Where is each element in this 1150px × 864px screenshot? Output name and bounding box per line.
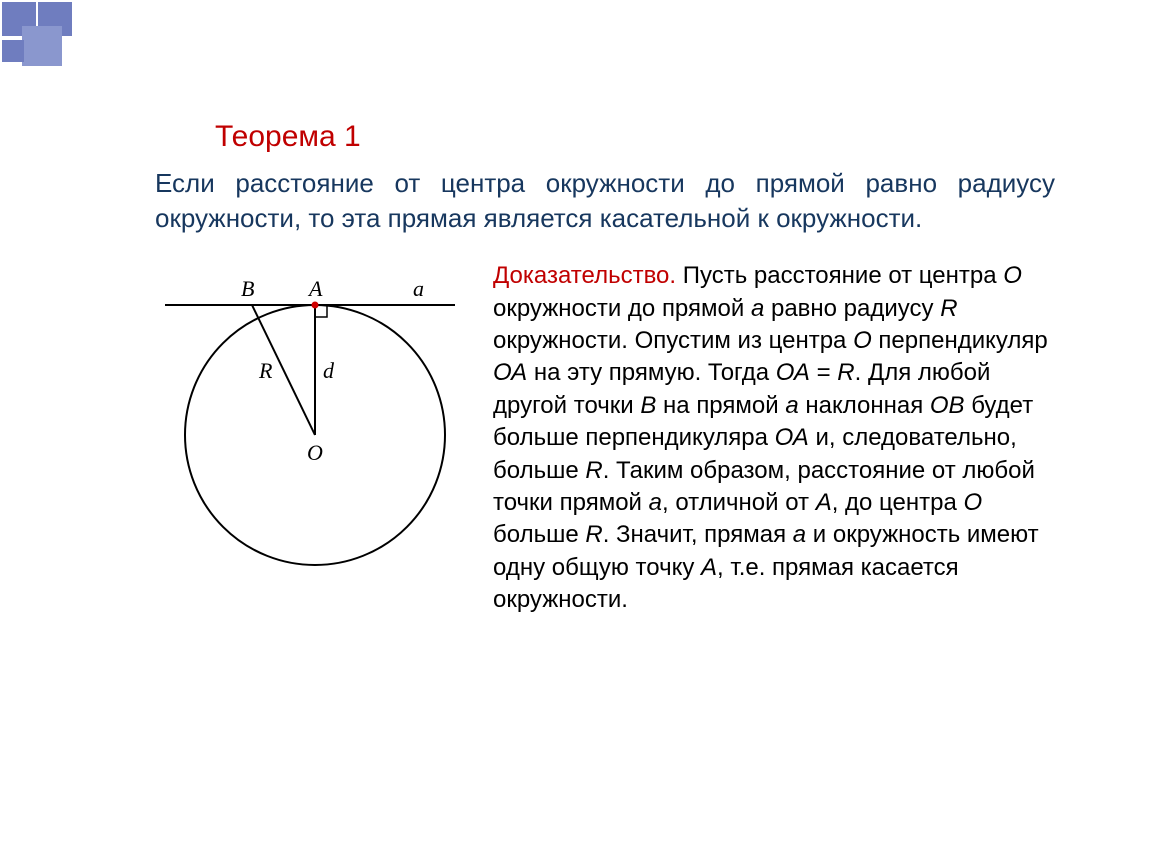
proof-t: окружности. Опустим из центра xyxy=(493,327,853,354)
slide-content: Теорема 1 Если расстояние от центра окру… xyxy=(155,120,1055,616)
proof-label: Доказательство. xyxy=(493,262,676,289)
proof-sym: R xyxy=(940,295,957,322)
theorem-statement: Если расстояние от центра окружности до … xyxy=(155,166,1055,236)
svg-text:B: B xyxy=(241,276,254,301)
proof-t: , отличной от xyxy=(662,489,816,516)
proof-sym: ОВ xyxy=(930,392,965,419)
theorem-title: Теорема 1 xyxy=(215,120,1055,154)
body-row: B Aa Rd O Доказательство. Пусть расстояние … xyxy=(155,260,1055,616)
proof-sym: О xyxy=(1003,262,1022,289)
proof-sym: А xyxy=(816,489,832,516)
proof-t: окружности до прямой xyxy=(493,295,751,322)
proof-t: больше xyxy=(493,521,585,548)
svg-text:a: a xyxy=(413,276,424,301)
svg-text:d: d xyxy=(323,358,335,383)
proof-sym: О xyxy=(853,327,872,354)
proof-sym: А xyxy=(701,554,717,581)
proof-sym: R xyxy=(585,457,602,484)
proof-t: на прямой xyxy=(656,392,785,419)
svg-text:O: O xyxy=(307,440,323,465)
diagram-column: B Aa Rd O xyxy=(155,260,465,616)
deco-square xyxy=(2,40,24,62)
proof-column: Доказательство. Пусть расстояние от цент… xyxy=(493,260,1055,616)
deco-square xyxy=(22,26,62,66)
proof-sym: ОА xyxy=(776,359,810,386)
proof-t: . Значит, прямая xyxy=(603,521,793,548)
proof-t: перпендикуляр xyxy=(872,327,1048,354)
proof-sym: R xyxy=(585,521,602,548)
proof-sym: а xyxy=(751,295,764,322)
proof-t: равно радиусу xyxy=(764,295,940,322)
tangent-circle-diagram: B Aa Rd O xyxy=(155,260,455,590)
proof-sym: а xyxy=(793,521,806,548)
proof-t: Пусть расстояние от центра xyxy=(676,262,1003,289)
proof-sym: а xyxy=(649,489,662,516)
proof-t: = xyxy=(810,359,837,386)
proof-t: , до центра xyxy=(832,489,964,516)
proof-sym: а xyxy=(785,392,798,419)
proof-sym: ОА xyxy=(775,424,809,451)
proof-sym: О xyxy=(964,489,983,516)
proof-text: Доказательство. Пусть расстояние от цент… xyxy=(493,260,1055,616)
proof-t: на эту прямую. Тогда xyxy=(527,359,776,386)
proof-sym: ОА xyxy=(493,359,527,386)
proof-sym: R xyxy=(837,359,854,386)
svg-text:A: A xyxy=(307,276,323,301)
svg-text:R: R xyxy=(258,358,273,383)
proof-sym: В xyxy=(640,392,656,419)
proof-t: наклонная xyxy=(799,392,930,419)
corner-decoration xyxy=(0,0,110,70)
